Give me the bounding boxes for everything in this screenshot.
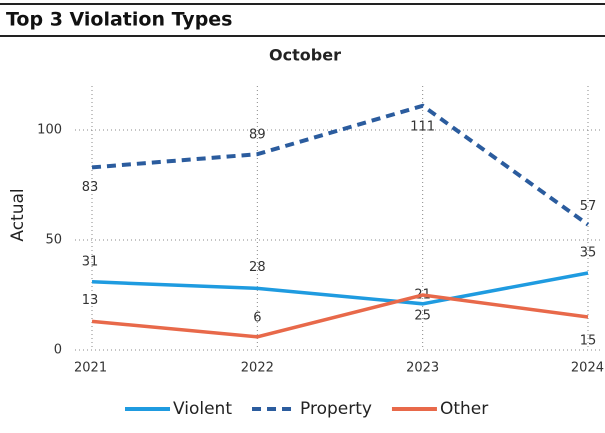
legend-label: Other: [440, 399, 488, 419]
data-label: 6: [253, 310, 261, 325]
page-title: Top 3 Violation Types: [6, 9, 233, 31]
x-tick-label: 2023: [406, 361, 439, 376]
data-label: 83: [82, 180, 99, 195]
y-tick-label: 50: [45, 233, 62, 248]
data-label: 25: [414, 309, 431, 324]
y-tick-label: 0: [54, 343, 62, 358]
x-tick-label: 2024: [571, 361, 604, 376]
data-label: 15: [580, 334, 597, 349]
legend-label: Property: [300, 399, 372, 419]
data-label: 31: [82, 254, 99, 269]
data-label: 35: [580, 246, 597, 261]
x-tick-label: 2021: [74, 361, 107, 376]
x-tick-label: 2022: [241, 361, 274, 376]
data-label: 111: [410, 119, 435, 134]
legend-label: Violent: [173, 399, 232, 419]
chart-title: October: [269, 46, 341, 65]
data-label: 57: [580, 199, 597, 214]
data-label: 28: [249, 260, 266, 275]
y-axis-label: Actual: [8, 188, 28, 241]
data-label: 89: [249, 128, 266, 143]
series-line: [91, 103, 590, 227]
series-line: [91, 293, 589, 339]
data-label: 13: [82, 293, 99, 308]
y-tick-label: 100: [37, 123, 62, 138]
series-line: [91, 271, 589, 306]
